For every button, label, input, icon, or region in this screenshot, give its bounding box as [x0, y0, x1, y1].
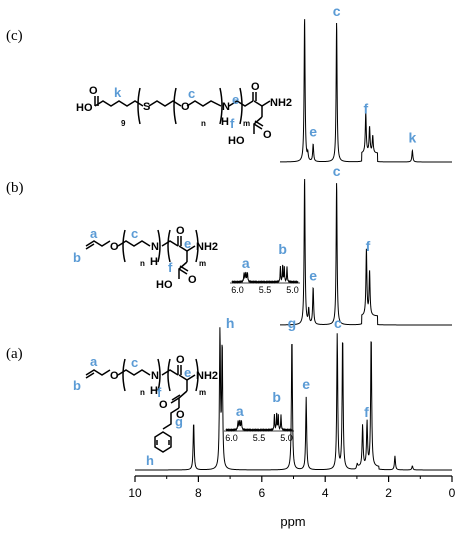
x-tick-label-5: 0: [449, 486, 456, 500]
panel-tag-b: (b): [6, 180, 24, 196]
structure-c: O HO S O N H NH2 O HO O 9 n m k c e f: [76, 81, 292, 147]
struct-b-label-4: e: [184, 236, 191, 251]
sub-c-2: n: [201, 119, 206, 128]
peak-label-2-4: f: [364, 404, 369, 420]
struct-b-label-2: b: [73, 250, 81, 265]
inset-line-1: [231, 264, 299, 284]
peak-label-0-2: f: [363, 101, 368, 117]
atom-c-1: O: [89, 85, 98, 97]
atom-c-5: N: [222, 101, 230, 113]
peak-label-1-1: e: [309, 267, 317, 283]
struct-c-label-2: c: [188, 86, 195, 101]
peak-label-1-2: f: [366, 238, 371, 254]
structure-b: O N H O NH2 HO O n m a b c e f: [73, 225, 218, 291]
x-tick-label-1: 8: [195, 486, 202, 500]
sub-b-1: n: [140, 259, 145, 268]
atom-a-4: O: [176, 354, 185, 366]
peak-label-0-1: e: [309, 124, 317, 140]
inset-2: 6.0 5.5 5.0 a b: [224, 389, 294, 443]
x-tick-label-0: 10: [128, 486, 142, 500]
spectrum-line-0: [280, 19, 452, 163]
atom-b-2: N: [151, 241, 159, 253]
x-tick-label-4: 2: [385, 486, 392, 500]
atom-a-7: O: [176, 409, 185, 421]
panel-tag-c: (c): [6, 28, 23, 44]
peak-label-2-0: h: [226, 315, 235, 331]
insets-group: 6.0 5.5 5.0 a b 6.0 5.5 5.0 a b: [224, 241, 300, 443]
struct-a-label-6: g: [175, 414, 183, 429]
inset-line-2: [225, 412, 293, 432]
struct-c-label-3: e: [232, 92, 239, 107]
struct-a-label-1: a: [90, 354, 98, 369]
struct-b-label-3: c: [131, 226, 138, 241]
atom-c-7: NH2: [270, 97, 292, 109]
peak-label-2-2: e: [302, 376, 310, 392]
atom-a-3: H: [150, 385, 158, 397]
inset-label-2-1: b: [272, 389, 281, 405]
sub-c-1: 9: [121, 119, 126, 128]
atom-c-8: O: [251, 81, 260, 93]
sub-a-1: n: [140, 388, 145, 397]
x-axis-label: ppm: [280, 514, 305, 529]
sub-a-2: m: [199, 388, 206, 397]
atom-c-2: HO: [76, 102, 93, 114]
atom-c-3: S: [143, 101, 150, 113]
atom-c-10: O: [263, 129, 272, 141]
inset-1: 6.0 5.5 5.0 a b: [230, 241, 300, 295]
inset-label-2-0: a: [236, 403, 244, 419]
peak-label-2-3: c: [334, 315, 342, 331]
inset-tick-2-1: 5.5: [253, 433, 266, 443]
struct-c-label-1: k: [114, 85, 122, 100]
struct-c-label-4: f: [230, 116, 235, 131]
spectrum-line-2: [135, 327, 452, 471]
atom-b-7: O: [188, 274, 197, 286]
inset-tick-2-0: 6.0: [225, 433, 238, 443]
atom-a-1: O: [110, 370, 119, 382]
inset-label-1-0: a: [242, 255, 250, 271]
struct-a-label-4: e: [184, 365, 191, 380]
peak-label-1-0: c: [333, 163, 341, 179]
peak-label-0-0: c: [333, 3, 341, 19]
sub-c-3: m: [243, 119, 250, 128]
struct-b-label-5: f: [168, 260, 173, 275]
atom-a-6: O: [159, 399, 168, 411]
atom-b-3: H: [150, 256, 158, 268]
sub-b-2: m: [199, 259, 206, 268]
x-tick-label-2: 6: [258, 486, 265, 500]
inset-tick-1-1: 5.5: [259, 285, 272, 295]
x-ticks: 10 8 6 4 2 0: [128, 476, 456, 500]
atom-a-2: N: [151, 370, 159, 382]
inset-tick-1-0: 6.0: [231, 285, 244, 295]
atom-a-5: NH2: [196, 370, 218, 382]
struct-a-label-2: b: [73, 378, 81, 393]
atom-b-6: HO: [156, 279, 173, 291]
peak-label-0-3: k: [408, 129, 416, 145]
struct-a-label-7: h: [146, 453, 154, 468]
inset-label-1-1: b: [278, 241, 287, 257]
spectrum-line-1: [279, 179, 452, 326]
atom-b-4: O: [176, 225, 185, 237]
struct-a-label-5: f: [157, 385, 162, 400]
atom-c-6: H: [221, 116, 229, 128]
structure-a: O N H O NH2 O O n m a b c e f g h: [73, 354, 218, 468]
atom-c-4: O: [181, 101, 190, 113]
inset-tick-2-2: 5.0: [280, 433, 293, 443]
peak-label-2-1: g: [288, 315, 297, 331]
struct-a-label-3: c: [131, 355, 138, 370]
x-tick-label-3: 4: [322, 486, 329, 500]
struct-b-label-1: a: [90, 226, 98, 241]
atom-c-9: HO: [228, 135, 245, 147]
x-axis: 10 8 6 4 2 0 ppm: [128, 475, 456, 529]
atom-b-5: NH2: [196, 241, 218, 253]
atom-b-1: O: [110, 241, 119, 253]
panel-tag-a: (a): [6, 346, 23, 362]
inset-tick-1-2: 5.0: [286, 285, 299, 295]
spectra-group: [135, 19, 452, 471]
